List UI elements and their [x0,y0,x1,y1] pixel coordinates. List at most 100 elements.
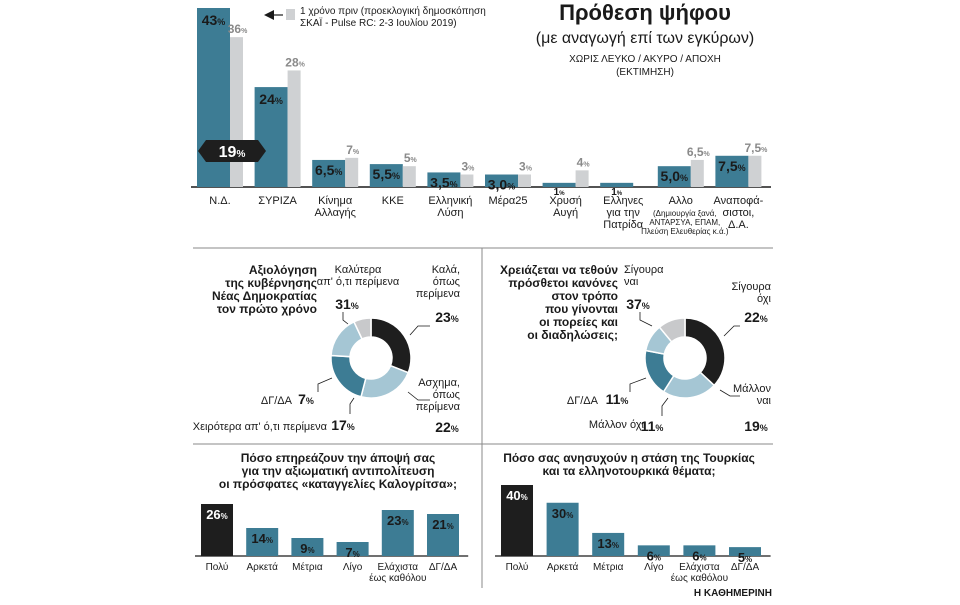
donut-label-0-line-0: Σίγουρα [624,264,664,276]
bar-prior-label-2-number: 7 [346,143,353,157]
bar-prior-label-4: 3% [461,160,475,174]
bar-value-5-number: 5 [738,550,745,565]
bar-prior-9 [748,155,762,187]
bar-prior-label-4-unit: % [468,166,475,173]
bar-category-4-line-0: Ελάχιστα [378,561,419,573]
donut-value-2-number: 22 [435,419,451,435]
bar-current-label-6-unit: % [559,191,565,197]
bar-value-4-unit: % [699,553,706,562]
bar-current-label-4-number: 3,5 [430,174,450,190]
bar-prior-label-6-number: 4 [577,155,584,169]
x-tick-label-6-line-1: Αυγή [553,207,578,219]
bar-prior-label-3-unit: % [411,157,418,164]
donut-value-0-unit: % [642,301,650,311]
donut-value-4: 11% [606,391,629,407]
chart-note-line2: (ΕΚΤΙΜΗΣΗ) [616,67,674,78]
bar-category-4-line-1: έως καθόλου [369,572,426,584]
bar-value-2: 13% [597,536,619,551]
bar-prior-1 [287,70,301,187]
bar-prior-label-6-unit: % [583,161,590,168]
bar-category-2-line-0: Μέτρια [593,561,624,573]
gap-badge-shape [198,140,266,162]
bar-prior-label-2: 7% [346,143,360,157]
x-tick-note-part-0: (Δημιουργία ξανά, [653,209,717,218]
donut-value-0: 37% [626,296,650,312]
bar-current-2 [312,159,346,187]
bar-current-4 [427,172,461,187]
bar-prior-label-5-number: 3 [519,160,526,174]
chart-title: Πρόθεση ψήφου [559,0,731,25]
bar-current-label-3: 5,5% [373,166,400,182]
bar-4 [683,545,716,556]
donut-label-2-line-2: περίμενα [416,401,461,413]
bar-value-5: 5% [738,550,752,565]
bar-prior-label-9-unit: % [761,147,768,154]
donut-slice-0 [370,317,412,374]
donut-title-line-0: Χρειάζεται να τεθούν [500,263,618,277]
bar-prior-label-8-unit: % [704,151,711,158]
bar-current-label-7-number: 1 [611,187,617,198]
donut-value-4: 7% [298,391,314,407]
bar-category-1-line-0: Αρκετά [547,561,579,573]
donut-value-1-unit: % [451,314,459,324]
legend-prior-swatch [286,9,295,20]
donut-label-1-line-2: περίμενα [416,288,461,300]
donut-label-0-line-1: ναι [624,276,639,288]
bar-category-1-line-0: Αρκετά [246,561,278,573]
donut-value-2-unit: % [760,423,768,433]
bar-prior-label-4-number: 3 [461,160,468,174]
bar-current-label-8: 5,0% [661,168,688,184]
bar-3 [336,542,369,556]
donut-value-2: 19% [744,418,768,434]
bar-value-0-unit: % [221,512,228,521]
bar-value-4-number: 23 [387,513,401,528]
donut-value-3: 17% [331,417,355,433]
donut-value-0-number: 31 [335,296,351,312]
donut-leader-1 [409,325,430,336]
bar-2 [592,532,625,556]
bar-category-4-line-0: Ελάχιστα [679,561,720,573]
bar-prior-label-5: 3% [519,160,533,174]
x-tick-label-3-line-0: ΚΚΕ [382,195,404,207]
bar-value-1-unit: % [566,511,573,520]
bar-value-0-number: 26 [206,507,220,522]
bar-category-2-line-0: Μέτρια [292,561,323,573]
bar-chart-title-line-1: και τα ελληνοτουρκικά θέματα; [543,464,716,478]
bar-value-3: 6% [647,548,661,563]
donut-label-2-line-0: Ασχημα, [418,377,460,389]
bar-value-2-unit: % [307,546,314,555]
bar-value-2: 9% [300,541,314,556]
x-tick-label-4-line-1: Λύση [437,207,463,219]
bar-prior-label-1: 28% [285,55,305,69]
donut-value-0-unit: % [351,301,359,311]
x-tick-label-8-line-0: Αλλο [669,195,693,207]
donut-title-line-3: τον πρώτο χρόνο [217,302,317,316]
donut-value-2-number: 19 [744,418,760,434]
bar-current-label-0-number: 43 [202,12,218,28]
bar-current-label-2-unit: % [334,167,342,177]
bar-prior-2 [345,157,359,187]
bar-value-4: 23% [387,513,409,528]
donut-leader-4 [629,377,647,392]
bar-value-4-unit: % [401,518,408,527]
donut-slice-2 [330,354,367,398]
bar-1 [246,528,279,556]
chart-note-line1: ΧΩΡΙΣ ΛΕΥΚΟ / ΑΚΥΡΟ / ΑΠΟΧΗ [569,54,721,65]
bar-prior-label-9-number: 7,5 [744,141,761,155]
bar-5 [729,547,761,556]
donut-title-line-3: που γίνονται [545,302,618,316]
bar-value-3-number: 7 [345,545,352,560]
x-tick-label-4-line-0: Ελληνική [428,195,472,207]
donut-label-1-line-0: Σίγουρα [732,281,772,293]
bar-0 [501,485,533,556]
bar-prior-label-3: 5% [404,151,418,165]
legend: 1 χρόνο πριν (προεκλογική δημοσκόπηση ΣΚ… [264,5,486,29]
chart-subtitle: (με αναγωγή επί των εγκύρων) [536,30,754,47]
bar-prior-label-0-unit: % [241,28,248,35]
donut-slice-4 [658,317,686,343]
bar-current-label-5: 3,0% [488,177,515,193]
bar-prior-label-0-number: 36 [228,22,242,36]
donut-leader-2 [719,389,740,397]
bar-current-label-1-unit: % [275,96,283,106]
